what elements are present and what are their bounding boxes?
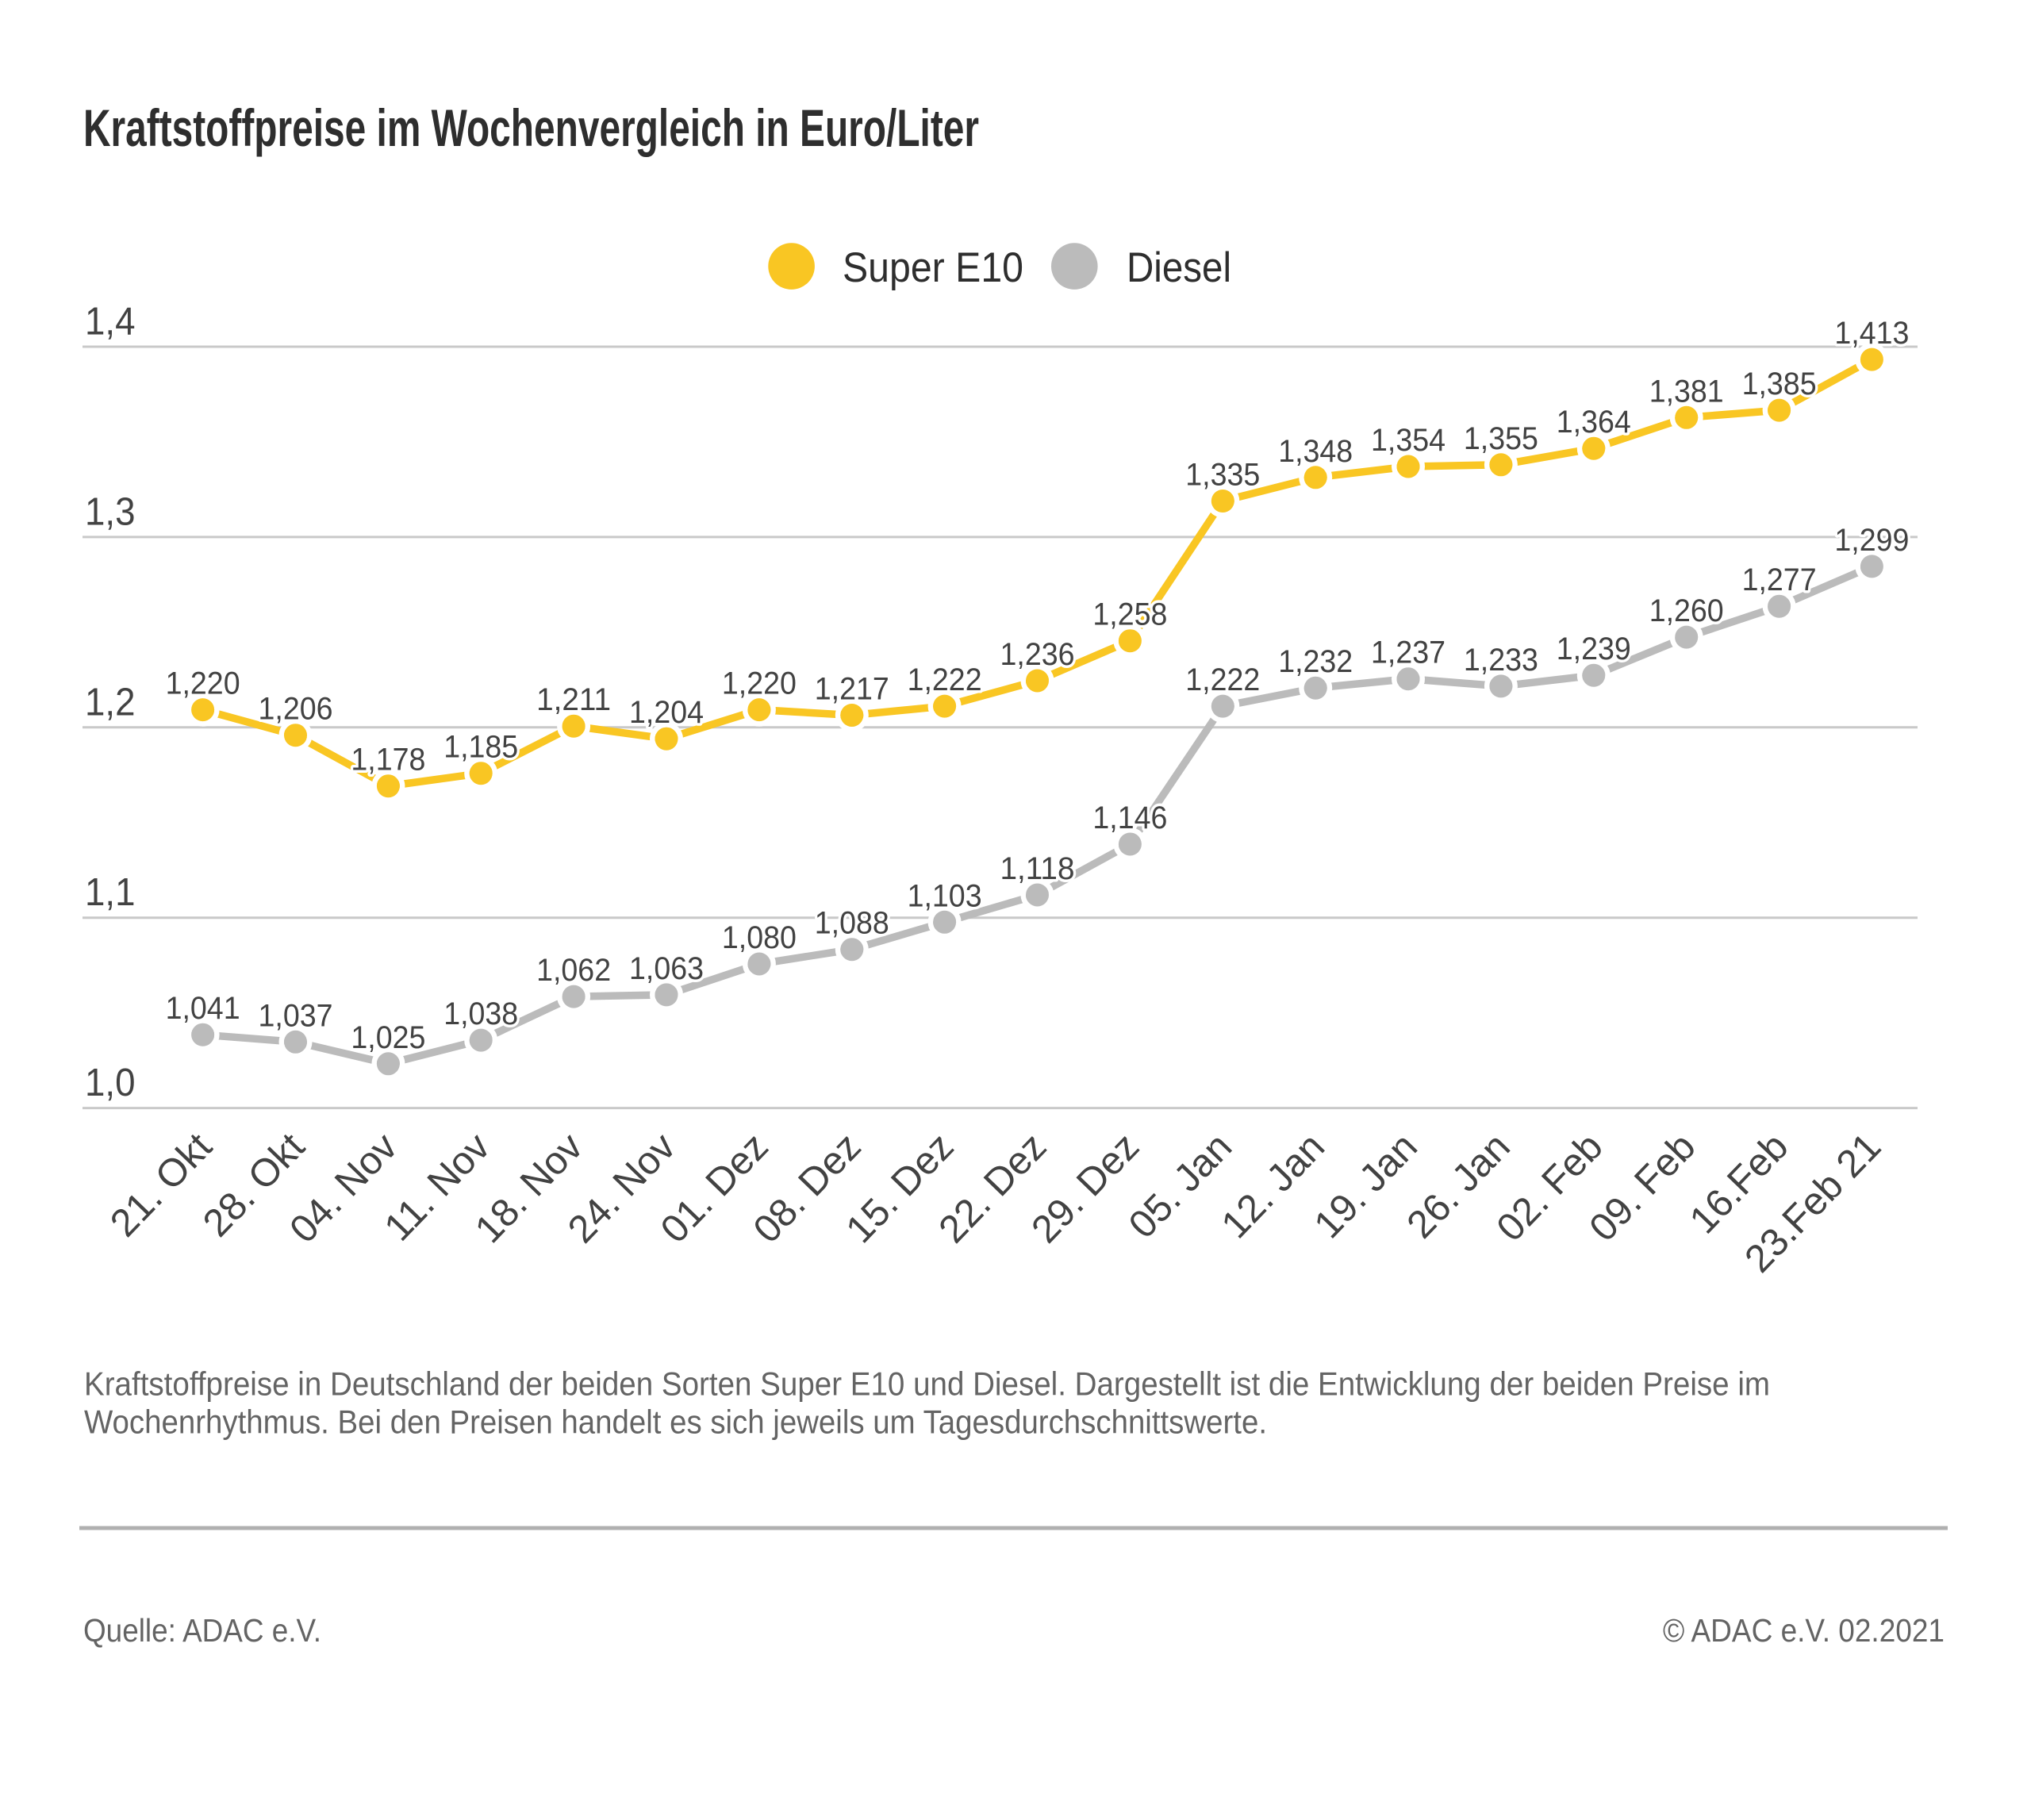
svg-text:1,118: 1,118 (1000, 851, 1075, 886)
svg-text:1,2: 1,2 (85, 681, 136, 724)
svg-text:1,206: 1,206 (259, 692, 333, 727)
svg-text:© ADAC e.V. 02.2021: © ADAC e.V. 02.2021 (1663, 1612, 1945, 1649)
svg-text:Quelle: ADAC e.V.: Quelle: ADAC e.V. (83, 1612, 321, 1649)
svg-text:1,364: 1,364 (1557, 405, 1631, 440)
svg-text:1,348: 1,348 (1278, 434, 1353, 469)
svg-text:1,385: 1,385 (1742, 367, 1817, 401)
svg-text:1,4: 1,4 (85, 301, 136, 344)
svg-text:1,1: 1,1 (85, 871, 136, 914)
svg-text:1,088: 1,088 (815, 906, 889, 941)
svg-text:1,232: 1,232 (1278, 644, 1353, 679)
svg-text:1,239: 1,239 (1557, 632, 1631, 666)
svg-text:1,222: 1,222 (1185, 662, 1260, 697)
svg-text:1,025: 1,025 (351, 1020, 425, 1055)
svg-text:1,041: 1,041 (166, 991, 240, 1026)
svg-text:1,220: 1,220 (722, 666, 797, 701)
svg-text:1,062: 1,062 (536, 953, 611, 988)
svg-text:1,038: 1,038 (443, 996, 518, 1031)
svg-text:Super E10: Super E10 (843, 244, 1023, 291)
svg-text:1,413: 1,413 (1834, 316, 1909, 351)
svg-text:1,103: 1,103 (908, 878, 982, 913)
svg-text:Wochenrhythmus. Bei den Preise: Wochenrhythmus. Bei den Preisen handelt … (84, 1403, 1267, 1441)
svg-text:1,037: 1,037 (259, 998, 333, 1033)
svg-text:1,063: 1,063 (629, 951, 704, 986)
svg-text:Diesel: Diesel (1127, 244, 1231, 291)
svg-text:1,260: 1,260 (1649, 593, 1724, 628)
svg-text:1,080: 1,080 (722, 920, 797, 955)
svg-text:1,237: 1,237 (1371, 635, 1446, 670)
svg-text:1,258: 1,258 (1092, 597, 1167, 632)
svg-text:1,233: 1,233 (1464, 643, 1538, 678)
svg-text:1,185: 1,185 (443, 730, 518, 765)
svg-text:1,204: 1,204 (629, 695, 704, 730)
svg-text:1,178: 1,178 (351, 743, 425, 778)
svg-text:1,211: 1,211 (536, 682, 611, 717)
svg-text:1,381: 1,381 (1649, 374, 1724, 409)
svg-text:1,217: 1,217 (815, 672, 889, 707)
svg-text:1,222: 1,222 (908, 662, 982, 697)
svg-text:1,0: 1,0 (85, 1062, 136, 1104)
svg-text:1,354: 1,354 (1371, 423, 1446, 458)
svg-text:1,3: 1,3 (85, 490, 136, 533)
svg-text:1,355: 1,355 (1464, 421, 1538, 456)
svg-text:1,236: 1,236 (1000, 637, 1075, 672)
svg-text:1,277: 1,277 (1742, 563, 1817, 597)
svg-text:Kraftstoffpreise in Deutschlan: Kraftstoffpreise in Deutschland der beid… (84, 1365, 1770, 1403)
svg-text:1,299: 1,299 (1834, 523, 1909, 558)
svg-text:1,146: 1,146 (1092, 801, 1167, 835)
svg-text:1,220: 1,220 (166, 666, 240, 701)
svg-text:1,335: 1,335 (1185, 458, 1260, 493)
svg-text:Kraftstoffpreise im Wochenverg: Kraftstoffpreise im Wochenvergleich in E… (83, 98, 979, 157)
